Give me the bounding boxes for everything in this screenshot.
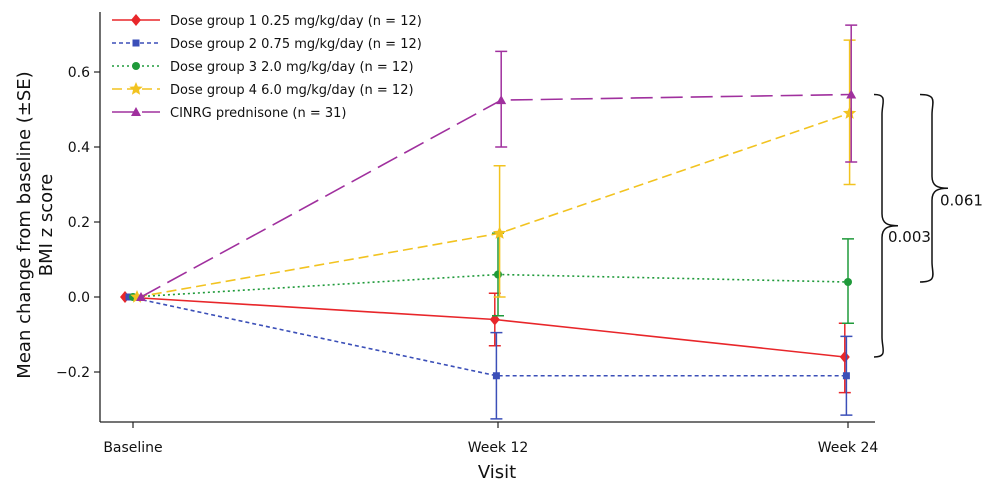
y-axis-title-line1: Mean change from baseline (±SE) <box>14 71 35 378</box>
data-point-square <box>132 39 140 47</box>
data-point-star <box>492 226 507 239</box>
y-tick-label: 0.4 <box>68 140 90 156</box>
p-value-label: 0.061 <box>940 191 983 209</box>
x-tick-label: Week 12 <box>468 440 529 456</box>
significance-bracket <box>873 93 899 358</box>
series-5 <box>136 24 858 301</box>
data-point-star <box>129 82 143 95</box>
legend-item: Dose group 4 6.0 mg/kg/day (n = 12) <box>112 82 414 98</box>
legend-label: CINRG prednisone (n = 31) <box>170 106 346 121</box>
data-point-diamond <box>839 351 850 363</box>
data-point-circle <box>132 62 140 70</box>
x-tick-label: Baseline <box>103 440 162 456</box>
series-1 <box>120 291 851 394</box>
significance-bracket <box>919 93 949 283</box>
legend-label: Dose group 3 2.0 mg/kg/day (n = 12) <box>170 60 414 75</box>
data-point-square <box>842 372 850 380</box>
data-point-circle <box>494 270 502 279</box>
legend-item: Dose group 2 0.75 mg/kg/day (n = 12) <box>112 37 422 52</box>
y-tick-label: −0.2 <box>56 365 90 381</box>
annotations: 0.003 0.061 <box>873 93 983 358</box>
data-point-triangle <box>131 107 141 116</box>
data-point-square <box>492 372 500 380</box>
legend-label: Dose group 2 0.75 mg/kg/day (n = 12) <box>170 37 422 52</box>
p-value-label: 0.003 <box>888 228 931 246</box>
data-point-triangle <box>496 95 507 105</box>
y-tick-label: 0.2 <box>68 215 90 231</box>
x-axis-title: Visit <box>478 462 516 483</box>
legend-label: Dose group 1 0.25 mg/kg/day (n = 12) <box>170 14 422 29</box>
data-point-circle <box>844 278 852 286</box>
series-4 <box>130 39 857 303</box>
plot-area <box>120 24 858 420</box>
series-line <box>124 296 845 358</box>
series-line <box>140 93 852 298</box>
legend-label: Dose group 4 6.0 mg/kg/day (n = 12) <box>170 83 414 98</box>
data-point-triangle <box>846 89 857 99</box>
series-line <box>128 296 847 377</box>
legend: Dose group 1 0.25 mg/kg/day (n = 12) Dose… <box>112 14 422 121</box>
y-tick-label: 0.0 <box>68 290 90 306</box>
x-tick-label: Week 24 <box>818 440 879 456</box>
data-point-triangle <box>136 292 146 301</box>
data-point-star <box>842 106 857 119</box>
data-point-diamond <box>131 14 141 26</box>
series-3 <box>129 232 854 324</box>
series-line <box>136 112 850 298</box>
series-2 <box>125 293 853 420</box>
axes: −0.2 0.0 0.2 0.4 0.6 Baseline Week 12 Week 24 <box>56 12 878 456</box>
y-tick-label: 0.6 <box>68 65 90 81</box>
y-axis-title-line2: BMI z score <box>36 174 57 276</box>
legend-item: Dose group 3 2.0 mg/kg/day (n = 12) <box>112 60 414 75</box>
legend-item: CINRG prednisone (n = 31) <box>112 106 346 121</box>
legend-item: Dose group 1 0.25 mg/kg/day (n = 12) <box>112 14 422 29</box>
